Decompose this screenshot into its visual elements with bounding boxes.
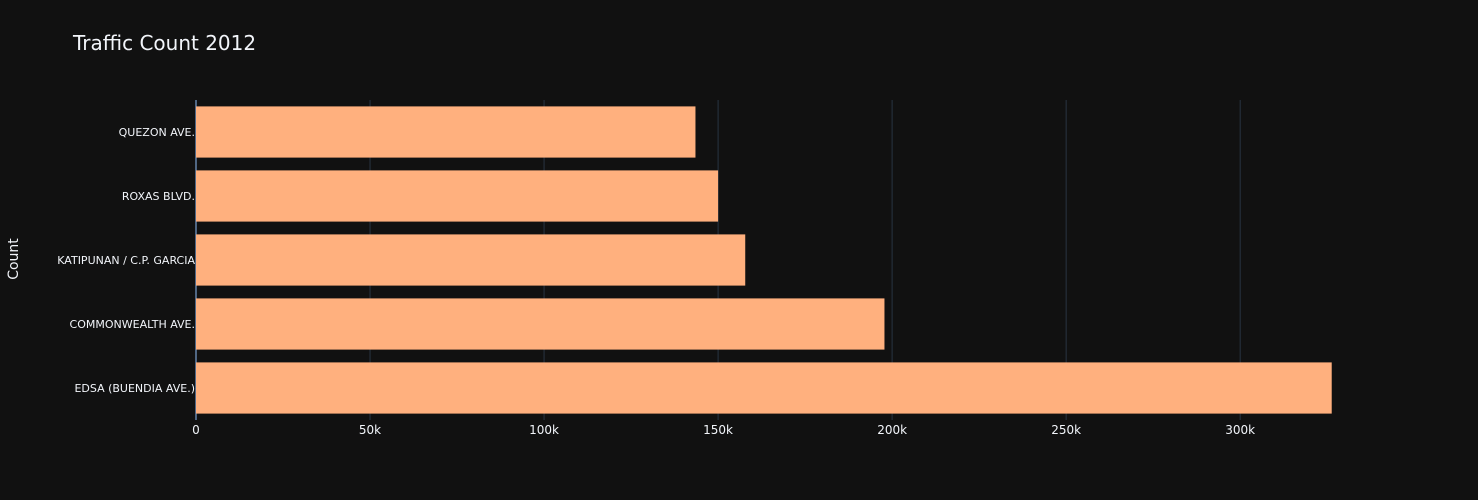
x-tick-labels: 0 50k 100k 150k 200k 250k 300k <box>192 423 1255 437</box>
y-axis-title: Count <box>6 238 22 280</box>
bars <box>196 106 1332 414</box>
x-tick-label: 150k <box>703 423 733 437</box>
chart-title: Traffic Count 2012 <box>72 31 256 55</box>
x-tick-label: 300k <box>1225 423 1255 437</box>
bar[interactable] <box>196 106 696 158</box>
category-label: ROXAS BLVD. <box>122 190 195 203</box>
x-tick-label: 250k <box>1051 423 1081 437</box>
x-tick-label: 50k <box>359 423 381 437</box>
x-tick-label: 200k <box>877 423 907 437</box>
bar[interactable] <box>196 362 1332 414</box>
bar[interactable] <box>196 234 746 286</box>
x-tick-label: 100k <box>529 423 559 437</box>
category-label: QUEZON AVE. <box>119 126 195 139</box>
category-label: KATIPUNAN / C.P. GARCIA <box>57 254 195 267</box>
category-labels: QUEZON AVE. ROXAS BLVD. KATIPUNAN / C.P. G… <box>57 126 195 395</box>
x-tick-label: 0 <box>192 423 200 437</box>
bar[interactable] <box>196 298 885 350</box>
bar[interactable] <box>196 170 719 222</box>
category-label: COMMONWEALTH AVE. <box>70 318 195 331</box>
category-label: EDSA (BUENDIA AVE.) <box>74 382 195 395</box>
